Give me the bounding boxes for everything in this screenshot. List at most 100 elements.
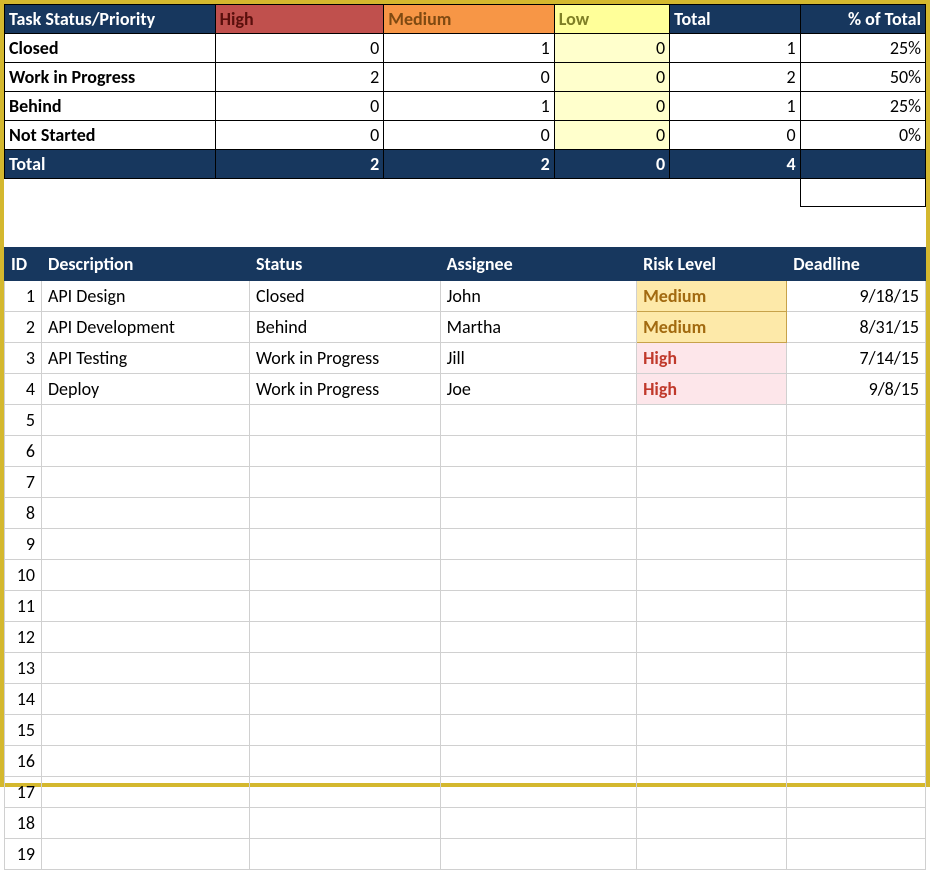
- summary-cell-high[interactable]: 0: [215, 121, 384, 150]
- task-risk[interactable]: [637, 498, 787, 529]
- task-deadline[interactable]: [787, 467, 926, 498]
- summary-cell-high[interactable]: 0: [215, 34, 384, 63]
- task-status[interactable]: [249, 405, 440, 436]
- summary-cell-pct[interactable]: 0%: [800, 121, 925, 150]
- summary-cell-pct[interactable]: 25%: [800, 92, 925, 121]
- summary-cell-total[interactable]: 2: [670, 63, 800, 92]
- task-description[interactable]: API Development: [41, 312, 249, 343]
- task-deadline[interactable]: 9/8/15: [787, 374, 926, 405]
- task-risk[interactable]: Medium: [637, 281, 787, 312]
- summary-tail-cell[interactable]: [800, 179, 925, 207]
- task-deadline[interactable]: [787, 777, 926, 808]
- task-assignee[interactable]: Joe: [440, 374, 636, 405]
- task-risk[interactable]: [637, 560, 787, 591]
- task-deadline[interactable]: [787, 529, 926, 560]
- task-assignee[interactable]: [440, 467, 636, 498]
- summary-cell-pct[interactable]: 50%: [800, 63, 925, 92]
- summary-cell-total[interactable]: 1: [670, 92, 800, 121]
- task-description[interactable]: API Design: [41, 281, 249, 312]
- task-assignee[interactable]: [440, 436, 636, 467]
- task-assignee[interactable]: [440, 808, 636, 839]
- summary-cell-medium[interactable]: 0: [384, 121, 555, 150]
- summary-cell-low[interactable]: 0: [554, 92, 669, 121]
- task-status[interactable]: [249, 746, 440, 777]
- task-id[interactable]: 18: [5, 808, 42, 839]
- task-risk[interactable]: [637, 405, 787, 436]
- summary-cell-total[interactable]: 0: [670, 121, 800, 150]
- task-id[interactable]: 14: [5, 684, 42, 715]
- task-status[interactable]: [249, 498, 440, 529]
- task-description[interactable]: [41, 715, 249, 746]
- task-assignee[interactable]: [440, 622, 636, 653]
- task-id[interactable]: 7: [5, 467, 42, 498]
- task-description[interactable]: [41, 529, 249, 560]
- task-description[interactable]: [41, 808, 249, 839]
- summary-cell-high[interactable]: 2: [215, 63, 384, 92]
- task-risk[interactable]: [637, 777, 787, 808]
- task-description[interactable]: [41, 467, 249, 498]
- task-assignee[interactable]: [440, 498, 636, 529]
- task-risk[interactable]: [637, 436, 787, 467]
- task-risk[interactable]: High: [637, 343, 787, 374]
- task-deadline[interactable]: [787, 746, 926, 777]
- summary-cell-low[interactable]: 0: [554, 34, 669, 63]
- task-id[interactable]: 6: [5, 436, 42, 467]
- task-description[interactable]: API Testing: [41, 343, 249, 374]
- task-id[interactable]: 19: [5, 839, 42, 870]
- task-description[interactable]: [41, 653, 249, 684]
- task-status[interactable]: Work in Progress: [249, 374, 440, 405]
- task-assignee[interactable]: [440, 405, 636, 436]
- task-description[interactable]: [41, 498, 249, 529]
- summary-cell-medium[interactable]: 0: [384, 63, 555, 92]
- summary-cell-total[interactable]: 1: [670, 34, 800, 63]
- task-id[interactable]: 10: [5, 560, 42, 591]
- summary-cell-medium[interactable]: 1: [384, 92, 555, 121]
- task-risk[interactable]: [637, 529, 787, 560]
- task-risk[interactable]: [637, 839, 787, 870]
- summary-cell-high[interactable]: 0: [215, 92, 384, 121]
- task-id[interactable]: 9: [5, 529, 42, 560]
- task-description[interactable]: [41, 405, 249, 436]
- task-risk[interactable]: [637, 808, 787, 839]
- task-deadline[interactable]: 8/31/15: [787, 312, 926, 343]
- task-description[interactable]: [41, 560, 249, 591]
- task-assignee[interactable]: [440, 591, 636, 622]
- task-risk[interactable]: Medium: [637, 312, 787, 343]
- task-id[interactable]: 13: [5, 653, 42, 684]
- task-deadline[interactable]: [787, 591, 926, 622]
- task-status[interactable]: [249, 715, 440, 746]
- task-deadline[interactable]: [787, 715, 926, 746]
- task-status[interactable]: [249, 684, 440, 715]
- summary-cell-medium[interactable]: 1: [384, 34, 555, 63]
- task-assignee[interactable]: [440, 715, 636, 746]
- task-assignee[interactable]: [440, 746, 636, 777]
- task-assignee[interactable]: [440, 560, 636, 591]
- task-status[interactable]: [249, 808, 440, 839]
- task-status[interactable]: [249, 467, 440, 498]
- task-deadline[interactable]: [787, 839, 926, 870]
- task-risk[interactable]: [637, 622, 787, 653]
- task-deadline[interactable]: [787, 684, 926, 715]
- task-risk[interactable]: [637, 684, 787, 715]
- task-status[interactable]: Behind: [249, 312, 440, 343]
- task-deadline[interactable]: 7/14/15: [787, 343, 926, 374]
- task-description[interactable]: [41, 839, 249, 870]
- task-assignee[interactable]: John: [440, 281, 636, 312]
- task-risk[interactable]: [637, 715, 787, 746]
- task-status[interactable]: [249, 560, 440, 591]
- summary-cell-low[interactable]: 0: [554, 121, 669, 150]
- task-risk[interactable]: [637, 467, 787, 498]
- task-id[interactable]: 11: [5, 591, 42, 622]
- summary-cell-low[interactable]: 0: [554, 63, 669, 92]
- task-status[interactable]: Closed: [249, 281, 440, 312]
- task-assignee[interactable]: [440, 839, 636, 870]
- task-deadline[interactable]: 9/18/15: [787, 281, 926, 312]
- task-status[interactable]: [249, 839, 440, 870]
- task-assignee[interactable]: Martha: [440, 312, 636, 343]
- task-assignee[interactable]: [440, 777, 636, 808]
- summary-row-label[interactable]: Not Started: [5, 121, 216, 150]
- task-assignee[interactable]: [440, 653, 636, 684]
- task-status[interactable]: [249, 436, 440, 467]
- task-deadline[interactable]: [787, 622, 926, 653]
- task-status[interactable]: [249, 622, 440, 653]
